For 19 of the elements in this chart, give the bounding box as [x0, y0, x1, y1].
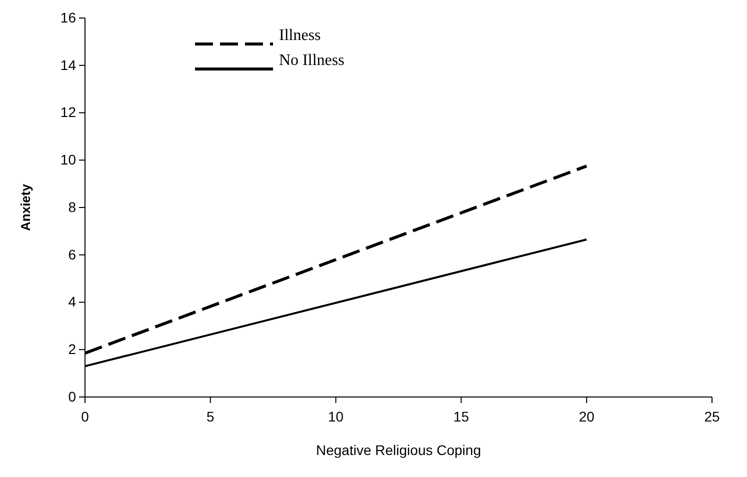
y-tick-label: 10: [60, 152, 76, 168]
x-tick-label: 5: [206, 408, 214, 424]
y-tick-label: 14: [60, 56, 76, 73]
y-tick-label: 8: [68, 198, 76, 215]
y-tick-label: 12: [60, 104, 76, 120]
legend-label: No Illness: [279, 52, 344, 69]
x-tick-label: 20: [578, 408, 595, 424]
x-tick-label: 15: [453, 408, 470, 424]
y-tick-label: 2: [68, 341, 76, 358]
y-axis-title: Anxiety: [18, 183, 33, 231]
x-axis-title: Negative Religious Coping: [316, 442, 481, 458]
x-tick-label: 0: [81, 408, 90, 424]
x-tick-label: 25: [704, 408, 720, 424]
y-tick-label: 4: [68, 294, 76, 310]
legend-label: Illness: [279, 27, 321, 44]
x-tick-label: 10: [328, 408, 344, 424]
y-tick-label: 6: [68, 246, 76, 262]
y-tick-label: 16: [60, 9, 76, 26]
y-tick-label: 0: [68, 388, 76, 404]
